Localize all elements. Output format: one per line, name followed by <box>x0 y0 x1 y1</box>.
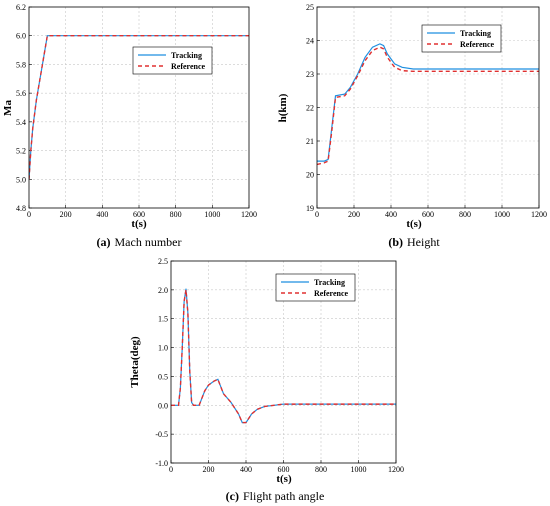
x-tick-label-height: 1000 <box>494 210 510 219</box>
y-tick-label-theta: -1.0 <box>155 459 168 468</box>
chart-mach-number: 0 200 400 600 800 1000 1200 4.8 5.0 5.2 5.4 5.6 5.8 6… <box>2 3 257 249</box>
x-tick-label-theta: 1200 <box>388 465 404 474</box>
x-axis-label-theta: t(s) <box>276 473 292 485</box>
chart-flight-path-angle: 0 200 400 600 800 1000 1200 -1.0 -0.5 0.0 0.5 1.0 1.… <box>129 257 404 503</box>
y-tick-label-mach: 5.6 <box>16 89 26 98</box>
caption-c-letter: (c) <box>226 489 239 503</box>
x-tick-label-mach: 0 <box>27 210 31 219</box>
chart-height: 0 200 400 600 800 1000 1200 19 20 21 22 23 24 25 Track… <box>277 3 547 249</box>
y-tick-label-mach: 5.2 <box>16 147 26 156</box>
x-tick-label-mach: 200 <box>60 210 72 219</box>
y-axis-label-mach: Ma <box>2 100 14 116</box>
plot-frame-height <box>316 6 540 209</box>
y-tick-label-mach: 5.0 <box>16 175 26 184</box>
legend-height: Tracking Reference <box>421 24 502 53</box>
x-tick-label-theta: 200 <box>203 465 215 474</box>
legend-label-tracking-theta: Tracking <box>314 278 345 287</box>
y-tick-label-mach: 6.0 <box>16 32 26 41</box>
x-tick-label-theta: 400 <box>240 465 252 474</box>
x-tick-label-height: 400 <box>385 210 397 219</box>
y-tick-label-height: 21 <box>306 137 314 146</box>
x-tick-label-height: 800 <box>459 210 471 219</box>
y-tick-label-theta: 2.5 <box>158 257 168 266</box>
x-tick-label-mach: 1200 <box>241 210 257 219</box>
series-line-reference-theta <box>171 289 396 424</box>
y-tick-label-mach: 4.8 <box>16 204 26 213</box>
x-tick-label-mach: 400 <box>96 210 108 219</box>
x-tick-label-mach: 600 <box>133 210 145 219</box>
caption-c: (c) Flight path angle <box>226 489 325 503</box>
y-tick-label-theta: 0.0 <box>158 401 168 410</box>
x-axis-label-mach: t(s) <box>131 218 147 230</box>
plot-frame-theta <box>170 260 397 464</box>
y-tick-label-theta: -0.5 <box>155 430 168 439</box>
y-tick-label-mach: 5.4 <box>16 118 26 127</box>
y-tick-label-mach: 6.2 <box>16 3 26 12</box>
plot-frame-mach <box>28 6 250 209</box>
legend-label-reference-mach: Reference <box>171 62 206 71</box>
legend-mach: Tracking Reference <box>132 46 213 75</box>
x-tick-label-mach: 1000 <box>204 210 220 219</box>
series-line-reference-mach <box>29 35 249 180</box>
caption-b: (b) Height <box>388 235 440 249</box>
x-tick-label-theta: 0 <box>169 465 173 474</box>
y-tick-label-height: 25 <box>306 3 314 12</box>
x-tick-label-height: 0 <box>315 210 319 219</box>
x-axis-label-height: t(s) <box>406 218 422 230</box>
y-tick-label-theta: 1.5 <box>158 315 168 324</box>
caption-a: (a) Mach number <box>97 235 182 249</box>
legend-label-reference-theta: Reference <box>314 289 349 298</box>
x-tick-label-mach: 800 <box>170 210 182 219</box>
legend-label-tracking-height: Tracking <box>460 29 491 38</box>
plot-area-theta: 0 200 400 600 800 1000 1200 -1.0 -0.5 0.0 0.5 1.0 1.… <box>155 257 404 474</box>
series-line-reference-height <box>317 46 539 166</box>
x-tick-label-theta: 600 <box>278 465 290 474</box>
y-axis-label-theta: Theta(deg) <box>129 336 141 388</box>
y-tick-label-height: 23 <box>306 70 314 79</box>
caption-c-text: Flight path angle <box>243 489 324 503</box>
y-tick-label-height: 20 <box>306 171 314 180</box>
y-tick-label-height: 24 <box>306 37 314 46</box>
plot-area-mach: 0 200 400 600 800 1000 1200 4.8 5.0 5.2 5.4 5.6 5.8 6… <box>16 3 257 219</box>
y-tick-label-mach: 5.8 <box>16 60 26 69</box>
legend-box-height <box>421 24 502 53</box>
plot-area-height: 0 200 400 600 800 1000 1200 19 20 21 22 23 24 25 Track… <box>306 3 547 219</box>
caption-b-text: Height <box>407 235 440 249</box>
y-tick-label-theta: 2.0 <box>158 286 168 295</box>
x-tick-label-height: 600 <box>422 210 434 219</box>
x-tick-label-theta: 1000 <box>351 465 367 474</box>
caption-a-text: Mach number <box>115 235 182 249</box>
caption-b-letter: (b) <box>388 235 403 249</box>
x-tick-label-height: 200 <box>348 210 360 219</box>
x-tick-label-theta: 800 <box>315 465 327 474</box>
caption-a-letter: (a) <box>97 235 111 249</box>
legend-box-mach <box>132 46 213 75</box>
y-tick-label-height: 19 <box>306 204 314 213</box>
x-tick-label-height: 1200 <box>531 210 547 219</box>
y-tick-label-theta: 0.5 <box>158 372 168 381</box>
legend-box-theta <box>275 273 356 302</box>
y-axis-label-height: h(km) <box>277 93 289 122</box>
y-tick-label-theta: 1.0 <box>158 344 168 353</box>
legend-label-tracking-mach: Tracking <box>171 51 202 60</box>
legend-label-reference-height: Reference <box>460 40 495 49</box>
y-tick-label-height: 22 <box>306 104 314 113</box>
legend-theta: Tracking Reference <box>275 273 356 302</box>
